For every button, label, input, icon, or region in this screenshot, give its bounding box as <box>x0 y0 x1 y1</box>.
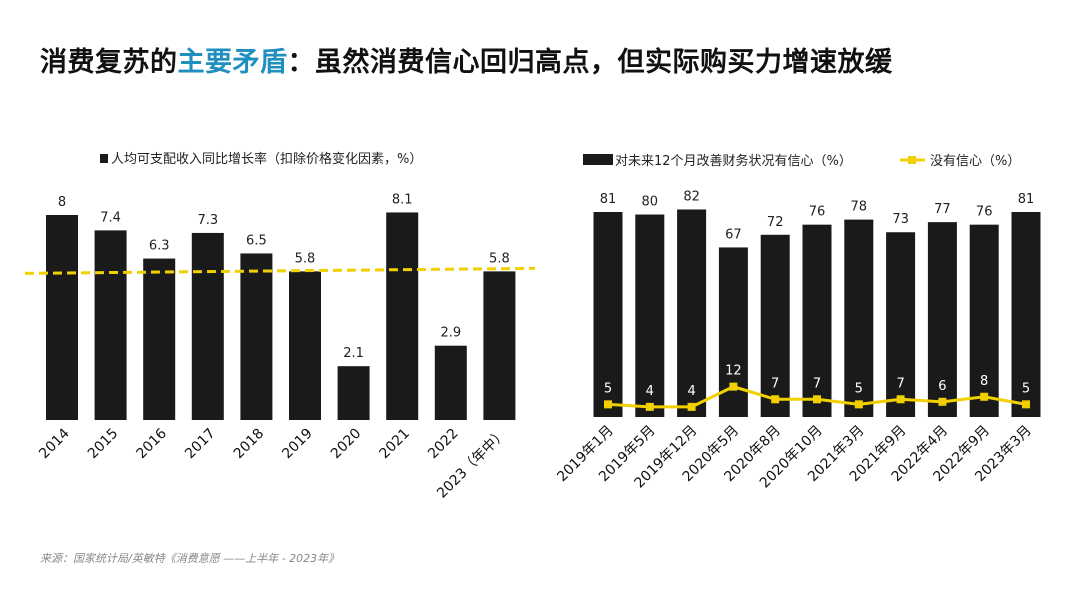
data-label: 7.3 <box>197 213 218 228</box>
bar <box>886 232 916 417</box>
line-marker <box>813 395 821 404</box>
data-label: 5.8 <box>489 251 510 266</box>
line-data-label: 7 <box>813 376 821 391</box>
bar-data-label: 81 <box>1018 192 1035 207</box>
legend-marker <box>908 156 916 164</box>
data-label: 6.5 <box>246 233 267 248</box>
bar <box>337 366 370 420</box>
bar-data-label: 78 <box>851 200 868 215</box>
x-tick-label: 2021 <box>377 426 414 463</box>
x-tick-label: 2018 <box>231 426 268 463</box>
bar <box>386 212 419 420</box>
bar <box>927 222 957 417</box>
bar-data-label: 72 <box>767 215 784 230</box>
x-tick-label: 2014 <box>36 425 73 462</box>
bar-data-label: 81 <box>600 192 617 207</box>
line-data-label: 6 <box>938 379 946 394</box>
data-label: 7.4 <box>100 210 121 225</box>
bar <box>844 219 874 417</box>
bar-data-label: 82 <box>683 189 700 204</box>
legend-swatch-bar <box>583 154 613 165</box>
bar <box>191 232 224 420</box>
line-data-label: 5 <box>855 381 863 396</box>
line-data-label: 4 <box>646 384 654 399</box>
line-marker <box>1022 400 1030 409</box>
line-marker <box>729 382 738 391</box>
legend-label-bar: 对未来12个月改善财务状况有信心（%） <box>615 153 852 169</box>
line-marker <box>771 395 780 404</box>
x-tick-label: 2017 <box>182 426 219 463</box>
bar-data-label: 67 <box>725 227 742 242</box>
bar <box>969 224 999 417</box>
line-data-label: 4 <box>687 384 695 399</box>
reference-line <box>24 266 536 275</box>
legend-swatch <box>100 154 108 163</box>
bar-data-label: 80 <box>642 195 659 210</box>
bar <box>760 234 790 417</box>
line-marker <box>854 400 863 409</box>
bar <box>1011 212 1041 417</box>
bar <box>240 253 273 420</box>
bar <box>94 230 127 420</box>
data-label: 8 <box>58 195 66 210</box>
line-data-label: 12 <box>725 364 742 379</box>
page-title: 消费复苏的主要矛盾：虽然消费信心回归高点，但实际购买力增速放缓 <box>40 40 893 79</box>
line-marker <box>896 395 905 404</box>
bar <box>677 209 707 417</box>
title-part1: 消费复苏的 <box>40 47 178 78</box>
bar <box>483 271 516 420</box>
bar <box>593 212 623 417</box>
x-tick-label: 2015 <box>85 426 122 463</box>
bar <box>635 214 665 417</box>
legend-label: 人均可支配收入同比增长率（扣除价格变化因素，%） <box>111 151 422 167</box>
source-note: 来源：国家统计局/英敏特《消费意愿 ——上半年 - 2023年》 <box>40 552 340 565</box>
data-label: 6.3 <box>149 239 170 254</box>
line-marker <box>980 392 989 401</box>
legend-label-line: 没有信心（%） <box>930 154 1020 169</box>
data-label: 5.8 <box>295 251 316 266</box>
bar-data-label: 73 <box>892 212 909 227</box>
bar <box>434 345 467 420</box>
bar <box>143 258 176 420</box>
bar <box>46 215 78 420</box>
line-data-label: 5 <box>604 381 612 396</box>
data-label: 8.1 <box>392 192 413 207</box>
x-tick-label: 2020 <box>328 426 365 463</box>
x-tick-label: 2022 <box>425 426 462 463</box>
bar-data-label: 76 <box>809 205 826 220</box>
line-data-label: 8 <box>980 374 988 389</box>
title-part2: ：虽然消费信心回归高点，但实际购买力增速放缓 <box>287 47 893 78</box>
line-marker <box>604 400 612 409</box>
bar <box>289 271 321 420</box>
line-marker <box>645 402 654 411</box>
line-data-label: 5 <box>1022 381 1030 396</box>
x-tick-label: 2019 <box>279 426 316 463</box>
line-data-label: 7 <box>771 376 779 391</box>
x-tick-label: 2016 <box>134 425 171 462</box>
data-label: 2.9 <box>440 326 461 341</box>
bar <box>802 224 832 417</box>
line-data-label: 7 <box>896 376 904 391</box>
bar-data-label: 77 <box>934 202 951 217</box>
data-label: 2.1 <box>343 346 364 361</box>
bar-data-label: 76 <box>976 205 993 220</box>
title-highlight: 主要矛盾 <box>177 47 288 78</box>
line-marker <box>938 397 947 406</box>
line-marker <box>687 402 696 411</box>
